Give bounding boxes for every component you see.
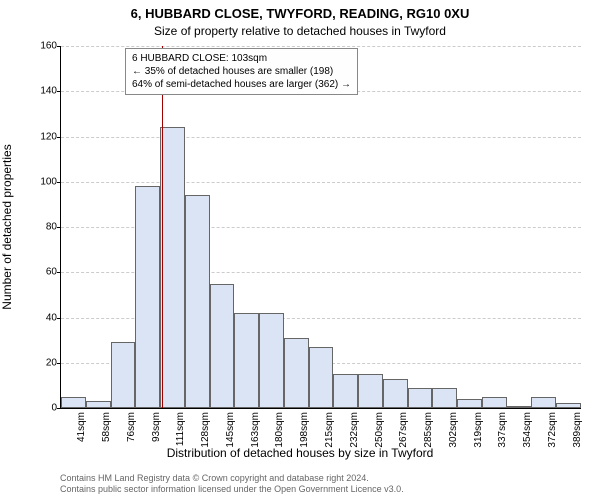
chart-title: 6, HUBBARD CLOSE, TWYFORD, READING, RG10… <box>0 6 600 21</box>
y-tick-label: 80 <box>27 222 57 233</box>
y-tick-label: 60 <box>27 267 57 278</box>
grid-line <box>61 137 581 138</box>
x-tick-label: 41sqm <box>76 412 87 442</box>
x-tick-label: 302sqm <box>448 412 459 448</box>
x-tick-label: 337sqm <box>497 412 508 448</box>
histogram-bar <box>284 338 309 408</box>
x-tick-label: 215sqm <box>324 412 335 448</box>
annotation-line-3: 64% of semi-detached houses are larger (… <box>132 78 351 91</box>
histogram-bar <box>185 195 210 408</box>
y-axis-label: Number of detached properties <box>0 62 14 227</box>
x-tick-label: 93sqm <box>151 412 162 442</box>
footer-attribution: Contains HM Land Registry data © Crown c… <box>60 473 580 496</box>
grid-line <box>61 46 581 47</box>
y-tick-label: 20 <box>27 357 57 368</box>
histogram-bar <box>408 388 433 408</box>
y-tick-mark <box>57 227 61 228</box>
x-tick-label: 111sqm <box>175 412 186 446</box>
x-tick-label: 267sqm <box>398 412 409 448</box>
histogram-bar <box>507 406 532 408</box>
y-tick-mark <box>57 408 61 409</box>
x-tick-label: 128sqm <box>200 412 211 448</box>
histogram-bar <box>482 397 507 408</box>
x-tick-label: 319sqm <box>473 412 484 448</box>
property-size-marker <box>162 46 163 408</box>
histogram-bar <box>432 388 457 408</box>
x-tick-label: 198sqm <box>299 412 310 448</box>
x-tick-label: 354sqm <box>522 412 533 448</box>
chart-subtitle: Size of property relative to detached ho… <box>0 24 600 38</box>
annotation-line-1: 6 HUBBARD CLOSE: 103sqm <box>132 52 351 65</box>
histogram-bar <box>383 379 408 408</box>
y-tick-mark <box>57 46 61 47</box>
x-tick-label: 250sqm <box>374 412 385 448</box>
y-tick-label: 40 <box>27 312 57 323</box>
histogram-bar <box>556 403 581 408</box>
y-tick-label: 120 <box>27 131 57 142</box>
y-tick-mark <box>57 363 61 364</box>
histogram-bar <box>210 284 235 408</box>
chart-plot-area: 02040608010012014016041sqm58sqm76sqm93sq… <box>60 46 581 409</box>
histogram-bar <box>309 347 334 408</box>
histogram-bar <box>160 127 185 408</box>
footer-line-2: Contains public sector information licen… <box>60 484 580 496</box>
histogram-bar <box>259 313 284 408</box>
footer-line-1: Contains HM Land Registry data © Crown c… <box>60 473 580 485</box>
histogram-bar <box>135 186 160 408</box>
histogram-bar <box>531 397 556 408</box>
x-tick-label: 180sqm <box>274 412 285 448</box>
histogram-bar <box>457 399 482 408</box>
grid-line <box>61 182 581 183</box>
histogram-bar <box>86 401 111 408</box>
histogram-bar <box>61 397 86 408</box>
y-tick-mark <box>57 91 61 92</box>
histogram-bar <box>333 374 358 408</box>
y-tick-mark <box>57 318 61 319</box>
x-tick-label: 145sqm <box>225 412 236 448</box>
histogram-bar <box>234 313 259 408</box>
x-tick-label: 76sqm <box>126 412 137 442</box>
x-tick-label: 389sqm <box>572 412 583 448</box>
x-tick-label: 163sqm <box>250 412 261 448</box>
annotation-box: 6 HUBBARD CLOSE: 103sqm ← 35% of detache… <box>125 48 358 95</box>
x-tick-label: 232sqm <box>349 412 360 448</box>
y-tick-mark <box>57 182 61 183</box>
y-tick-label: 100 <box>27 176 57 187</box>
annotation-line-2: ← 35% of detached houses are smaller (19… <box>132 65 351 78</box>
x-tick-label: 58sqm <box>101 412 112 442</box>
y-tick-mark <box>57 272 61 273</box>
y-tick-label: 140 <box>27 86 57 97</box>
y-tick-label: 160 <box>27 41 57 52</box>
x-tick-label: 372sqm <box>547 412 558 448</box>
histogram-bar <box>358 374 383 408</box>
y-tick-label: 0 <box>27 403 57 414</box>
x-tick-label: 285sqm <box>423 412 434 448</box>
x-axis-label: Distribution of detached houses by size … <box>0 446 600 460</box>
histogram-bar <box>111 342 136 408</box>
y-tick-mark <box>57 137 61 138</box>
